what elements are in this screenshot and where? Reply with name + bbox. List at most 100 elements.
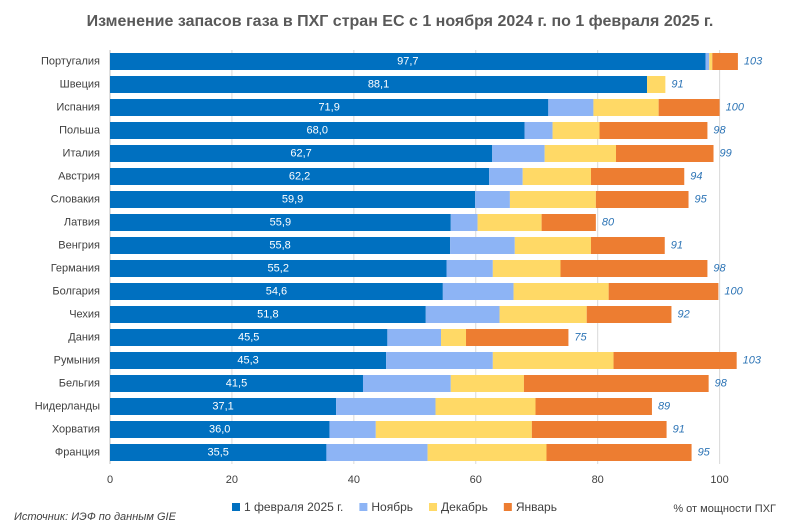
value-label: 62,7: [290, 147, 311, 159]
value-label: 35,5: [207, 446, 228, 458]
value-label: 37,1: [212, 400, 233, 412]
bar-segment: [450, 375, 524, 392]
bar-segment: [110, 398, 337, 415]
bar-segment: [110, 352, 387, 369]
total-label: 100: [724, 285, 743, 297]
value-label: 97,7: [397, 55, 418, 67]
bar-segment: [613, 352, 737, 369]
total-label: 75: [574, 331, 587, 343]
total-label: 94: [690, 170, 702, 182]
y-tick-label: Болгария: [52, 285, 100, 297]
bar-segment: [595, 191, 689, 208]
bar-segment: [110, 444, 327, 461]
y-tick-label: Чехия: [69, 308, 100, 320]
total-label: 91: [671, 239, 683, 251]
bar-segment: [326, 444, 428, 461]
bar-segment: [450, 214, 478, 231]
bar-segment: [110, 214, 451, 231]
value-label: 62,2: [289, 170, 310, 182]
bar-segment: [524, 122, 553, 139]
bar-segment: [552, 122, 600, 139]
bar-segment: [541, 214, 596, 231]
bar-segment: [362, 375, 451, 392]
bar-segment: [442, 283, 514, 300]
y-tick-label: Германия: [51, 262, 100, 274]
bar-segment: [522, 168, 591, 185]
y-tick-label: Нидерланды: [35, 400, 100, 412]
bar-segment: [110, 421, 330, 438]
y-tick-label: Дания: [68, 331, 100, 343]
bar-segment: [593, 99, 659, 116]
bar-segment: [329, 421, 376, 438]
value-label: 54,6: [266, 285, 287, 297]
bar-segment: [110, 99, 549, 116]
bar-segment: [110, 260, 447, 277]
bar-segment: [110, 375, 363, 392]
bar-segment: [590, 168, 685, 185]
value-label: 71,9: [318, 101, 339, 113]
bar-segment: [544, 145, 616, 162]
legend-swatch: [359, 503, 368, 511]
bar-segment: [425, 306, 500, 323]
y-tick-label: Венгрия: [58, 239, 100, 251]
y-tick-label: Испания: [56, 101, 100, 113]
bar-segment: [586, 306, 672, 323]
bar-segment: [535, 398, 652, 415]
total-label: 103: [744, 55, 763, 67]
legend-label: Ноябрь: [371, 500, 413, 514]
chart-title: Изменение запасов газа в ПХГ стран ЕС с …: [87, 13, 714, 30]
total-label: 100: [726, 101, 745, 113]
x-tick-label: 20: [226, 474, 238, 486]
legend-label: Январь: [516, 500, 557, 514]
bar-segment: [110, 191, 476, 208]
bar-segment: [492, 260, 561, 277]
bar-segment: [466, 329, 569, 346]
value-label: 41,5: [226, 377, 247, 389]
total-label: 80: [602, 216, 615, 228]
bar-segment: [560, 260, 708, 277]
x-axis-label: % от мощности ПХГ: [673, 503, 776, 515]
bar-segment: [336, 398, 436, 415]
x-tick-label: 80: [592, 474, 604, 486]
bar-segment: [705, 53, 710, 70]
bar-segment: [608, 283, 719, 300]
x-tick-label: 40: [348, 474, 360, 486]
bar-segment: [513, 283, 609, 300]
value-label: 88,1: [368, 78, 389, 90]
value-label: 36,0: [209, 423, 230, 435]
total-label: 91: [671, 78, 683, 90]
bar-segment: [599, 122, 708, 139]
total-label: 99: [720, 147, 732, 159]
bar-segment: [110, 76, 648, 93]
bar-segment: [435, 398, 536, 415]
y-tick-label: Франция: [55, 446, 100, 458]
bar-segment: [712, 53, 738, 70]
bar-segment: [492, 145, 545, 162]
total-label: 103: [743, 354, 762, 366]
bar-segment: [386, 352, 493, 369]
legend-label: Декабрь: [441, 500, 488, 514]
bar-segment: [709, 53, 713, 70]
bar-segment: [110, 283, 443, 300]
x-tick-label: 0: [107, 474, 113, 486]
bar-segment: [110, 329, 388, 346]
y-tick-label: Румыния: [54, 354, 100, 366]
total-label: 95: [695, 193, 708, 205]
bar-segment: [531, 421, 667, 438]
y-tick-label: Словакия: [51, 193, 100, 205]
bar-segment: [441, 329, 467, 346]
bar-segment: [110, 237, 451, 254]
value-label: 55,2: [268, 262, 289, 274]
total-label: 92: [677, 308, 689, 320]
total-label: 98: [713, 124, 726, 136]
value-label: 45,5: [238, 331, 259, 343]
total-label: 98: [713, 262, 726, 274]
value-label: 51,8: [257, 308, 278, 320]
legend-swatch: [503, 503, 512, 511]
total-label: 98: [715, 377, 728, 389]
legend-label: 1 февраля 2025 г.: [244, 500, 343, 514]
value-label: 55,9: [270, 216, 291, 228]
value-label: 59,9: [282, 193, 303, 205]
bar-segment: [615, 145, 714, 162]
